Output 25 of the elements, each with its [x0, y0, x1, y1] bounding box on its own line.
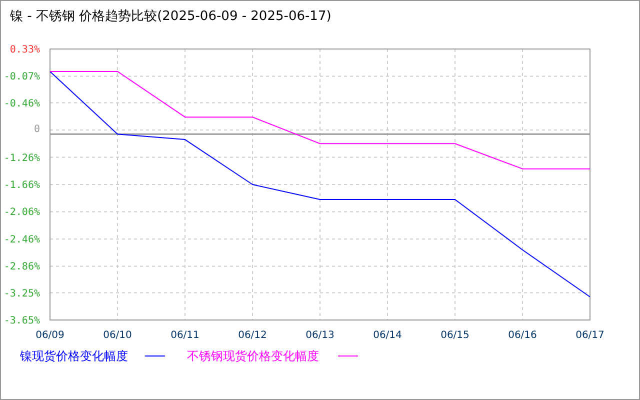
line-series — [50, 70, 590, 170]
y-tick-label: -1.66% — [4, 180, 40, 191]
text: 0 — [34, 124, 40, 136]
legend-label: 不锈钢现货价格变化幅度 — [187, 349, 319, 363]
x-tick-label: 06/11 — [170, 330, 200, 341]
x-tick-label: 06/15 — [440, 330, 470, 341]
x-tick-label: 06/16 — [508, 330, 537, 341]
y-tick-label: -0.46% — [4, 98, 40, 110]
y-tick-label: -0.07% — [4, 72, 40, 83]
y-tick-label: -2.46% — [4, 234, 40, 246]
x-tick-label: 06/17 — [576, 330, 604, 341]
y-tick-label: -3.65% — [4, 316, 40, 326]
chart-title: 镍 - 不锈钢 价格趋势比较(2025-06-09 - 2025-06-17) — [9, 9, 332, 24]
y-tick-label: 0.33% — [10, 44, 40, 56]
x-tick-label: 06/13 — [306, 330, 334, 341]
y-tick-label: -2.86% — [4, 262, 40, 273]
y-tick-label: -2.06% — [4, 207, 40, 218]
x-tick-label: 06/14 — [373, 330, 402, 341]
legend-label: 镍现货价格变化幅度 — [19, 349, 128, 363]
y-tick-label: -1.26% — [4, 152, 40, 164]
x-tick-label: 06/09 — [36, 330, 64, 341]
line-series — [50, 70, 590, 298]
x-tick-label: 06/12 — [238, 330, 267, 341]
x-tick-label: 06/10 — [103, 330, 132, 341]
y-tick-label: -3.25% — [4, 288, 40, 300]
